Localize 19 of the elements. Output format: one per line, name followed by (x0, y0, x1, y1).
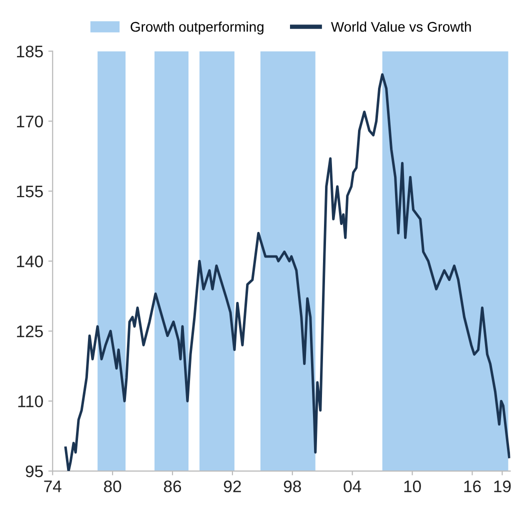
x-tick-label: 74 (44, 480, 62, 492)
x-tick-label: 04 (344, 480, 362, 492)
x-tick-label: 10 (404, 480, 421, 492)
legend-label: Growth outperforming (130, 22, 264, 34)
y-tick-label: 155 (17, 186, 43, 198)
y-tick-label: 170 (17, 116, 43, 128)
x-tick-label: 92 (224, 480, 241, 492)
y-tick-label: 140 (17, 256, 43, 268)
legend-label: World Value vs Growth (331, 22, 471, 32)
y-tick-label: 185 (17, 46, 43, 58)
x-tick-label: 19 (494, 480, 511, 492)
x-tick-label: 16 (464, 480, 481, 492)
y-tick-label: 125 (17, 325, 43, 338)
x-tick-label: 98 (284, 480, 301, 492)
x-tick-label: 86 (164, 480, 182, 492)
y-tick-label: 95 (26, 465, 43, 478)
line-series (64, 73, 510, 472)
x-tick-label: 80 (104, 480, 122, 492)
y-tick-label: 110 (18, 395, 43, 408)
